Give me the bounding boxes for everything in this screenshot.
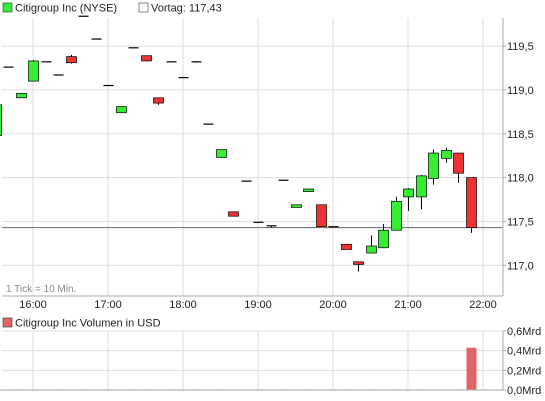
candle-body: [216, 149, 227, 158]
price-y-tick-label: 119,0: [507, 85, 534, 97]
volume-y-tick-label: 0,4Mrd: [507, 346, 541, 358]
prev-close-legend-swatch: [138, 2, 149, 13]
candle: [353, 261, 364, 272]
volume-y-tick-label: 0,6Mrd: [507, 326, 541, 338]
time-x-tick-label: 19:00: [244, 299, 272, 311]
price-panel: 117,0 117,5 118,0 118,5 119,0 119,5 16:00 17:0…: [0, 15, 534, 311]
price-y-tick-label: 117,0: [507, 260, 534, 272]
candle: [341, 243, 352, 250]
candle: [153, 97, 164, 105]
candle: [403, 188, 414, 211]
candle: [378, 224, 389, 249]
candle-body: [341, 243, 352, 250]
candle-body: [403, 188, 414, 198]
time-x-tick-label: 21:00: [394, 299, 422, 311]
candle: [291, 204, 302, 208]
candle: [453, 152, 464, 183]
volume-legend-label: Citigroup Inc Volumen in USD: [15, 318, 161, 330]
candle: [366, 235, 377, 254]
time-x-tick-label: 22:00: [469, 299, 497, 311]
candle: [0, 104, 2, 136]
time-x-tick-label: 17:00: [94, 299, 122, 311]
candle-body: [291, 204, 302, 208]
candle-body: [466, 177, 477, 228]
volume-bar: [466, 347, 477, 390]
candle-body: [378, 229, 389, 249]
volume-y-tick-label: 0,2Mrd: [507, 365, 541, 377]
volume-y-axis: 0,0Mrd 0,2Mrd 0,4Mrd 0,6Mrd: [503, 326, 541, 397]
time-x-axis: 16:00 17:00 18:00 19:00 20:00 21:00 22:00: [19, 299, 497, 311]
price-y-tick-label: 118,5: [507, 129, 534, 141]
candle: [316, 204, 327, 228]
time-x-tick-label: 20:00: [319, 299, 347, 311]
candle: [116, 106, 127, 114]
candle-body: [16, 93, 27, 99]
candle: [66, 54, 77, 64]
candle: [216, 149, 227, 158]
volume-legend-swatch: [2, 317, 13, 328]
price-y-tick-label: 119,5: [507, 41, 534, 53]
volume-panel: 0,0Mrd 0,2Mrd 0,4Mrd 0,6Mrd: [0, 326, 541, 397]
price-candles: [0, 15, 477, 272]
volume-bar: [0, 389, 2, 391]
candle-body: [153, 97, 164, 104]
time-x-tick-label: 16:00: [19, 299, 47, 311]
candle: [16, 93, 27, 99]
prev-close-legend-label: Vortag: 117,43: [151, 3, 222, 15]
candle-body: [116, 106, 127, 114]
tick-note: 1 Tick = 10 Min.: [6, 284, 76, 295]
candle-body: [353, 261, 364, 265]
price-y-tick-label: 117,5: [507, 216, 534, 228]
candle: [391, 196, 402, 231]
candle-body: [428, 152, 439, 179]
candle: [191, 61, 202, 63]
candle-body: [0, 104, 2, 136]
candle-body: [441, 150, 452, 159]
candle-body: [453, 152, 464, 174]
candle-body: [391, 200, 402, 231]
candle-body: [316, 204, 327, 228]
candle: [28, 60, 39, 82]
price-y-axis: 117,0 117,5 118,0 118,5 119,0 119,5: [503, 41, 534, 272]
candle: [441, 147, 452, 163]
candle: [266, 225, 277, 228]
candle: [228, 211, 239, 217]
time-x-tick-label: 18:00: [169, 299, 197, 311]
candle-body: [28, 60, 39, 82]
price-legend-label: Citigroup Inc (NYSE): [15, 3, 117, 15]
volume-bars: [0, 347, 477, 391]
candle-body: [416, 175, 427, 198]
candle: [303, 188, 314, 192]
price-legend: Citigroup Inc (NYSE) Vortag: 117,43: [2, 2, 222, 15]
candle: [141, 55, 152, 62]
candle: [416, 174, 427, 210]
candle-body: [303, 188, 314, 192]
candle: [428, 149, 439, 185]
candle-body: [141, 55, 152, 62]
candle-body: [366, 245, 377, 254]
volume-gridlines: [2, 330, 503, 391]
candle: [466, 177, 477, 233]
price-gridlines: [2, 18, 503, 296]
volume-y-tick-label: 0,0Mrd: [507, 385, 541, 397]
volume-legend: Citigroup Inc Volumen in USD: [2, 317, 161, 330]
candle-body: [66, 56, 77, 64]
candle-body: [228, 211, 239, 217]
price-y-tick-label: 118,0: [507, 173, 534, 185]
price-legend-swatch: [2, 2, 13, 13]
